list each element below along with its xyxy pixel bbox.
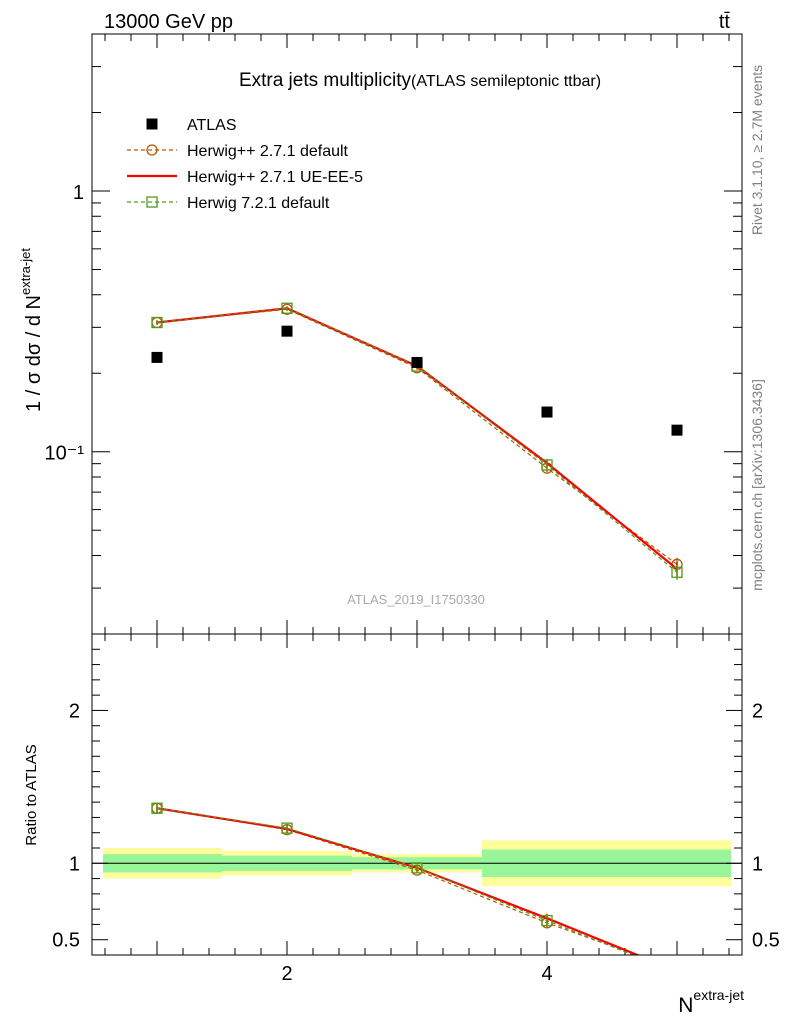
legend-label: Herwig 7.2.1 default [187, 195, 330, 212]
mc-point [541, 459, 553, 471]
x-tick-label: 4 [541, 963, 552, 985]
series-line [156, 307, 678, 573]
source-label: mcplots.cern.ch [arXiv:1306.3436] [749, 379, 765, 591]
mc-point [146, 144, 158, 156]
y-tick-label: 1 [73, 182, 84, 204]
mc-point [671, 566, 683, 578]
mc-point [281, 302, 293, 314]
atlas-point [151, 351, 163, 363]
y-tick-label: 0.5 [52, 930, 80, 952]
legend: ATLAS Herwig++ 2.7.1 default Herwig++ 2.7.… [127, 117, 363, 212]
ratio-frame [91, 633, 743, 956]
axis-ticks: 2 4 10⁻¹ 1 0.5 0.5 1 1 2 2 [45, 33, 780, 985]
legend-label: Herwig++ 2.7.1 default [187, 143, 349, 160]
legend-label: Herwig++ 2.7.1 UE-EE-5 [187, 169, 363, 186]
legend-item: Herwig++ 2.7.1 UE-EE-5 [127, 169, 363, 186]
x-tick-label: 2 [281, 963, 292, 985]
chart-title: Extra jets multiplicity(ATLAS semilepton… [239, 70, 601, 91]
legend-item: Herwig 7.2.1 default [127, 195, 330, 212]
y-tick-label: 0.5 [752, 930, 780, 952]
mc-point [151, 316, 163, 329]
plot-frames [91, 33, 743, 956]
mc-point [281, 822, 293, 834]
y-tick-label: 1 [69, 853, 80, 875]
main-y-label: 1 / σ dσ / d Nextra-jet [18, 248, 45, 412]
series-line [156, 307, 678, 570]
series-layer [151, 302, 683, 955]
atlas-point [411, 356, 423, 368]
analysis-id: ATLAS_2019_I1750330 [347, 592, 485, 607]
legend-item: Herwig++ 2.7.1 default [127, 143, 349, 160]
legend-label: ATLAS [187, 117, 237, 134]
atlas-point [671, 424, 683, 436]
y-tick-label: 1 [752, 853, 763, 875]
legend-marker [146, 118, 158, 130]
mc-point [411, 862, 423, 874]
ratio-y-label: Ratio to ATLAS [23, 744, 40, 845]
legend-item: ATLAS [146, 117, 237, 134]
y-tick-label: 10⁻¹ [45, 443, 85, 465]
header-left: 13000 GeV pp [104, 11, 233, 33]
mc-point [146, 196, 158, 208]
mc-point [151, 802, 163, 814]
y-tick-label: 2 [69, 700, 80, 722]
x-axis-label: Nextra-jet [678, 987, 744, 1017]
header-right: tt̄ [719, 11, 731, 33]
mc-point [541, 914, 553, 927]
series-line [156, 308, 678, 565]
atlas-point [281, 325, 293, 337]
atlas-point [541, 406, 553, 418]
rivet-label: Rivet 3.1.10, ≥ 2.7M events [749, 65, 765, 235]
y-tick-label: 2 [752, 700, 763, 722]
